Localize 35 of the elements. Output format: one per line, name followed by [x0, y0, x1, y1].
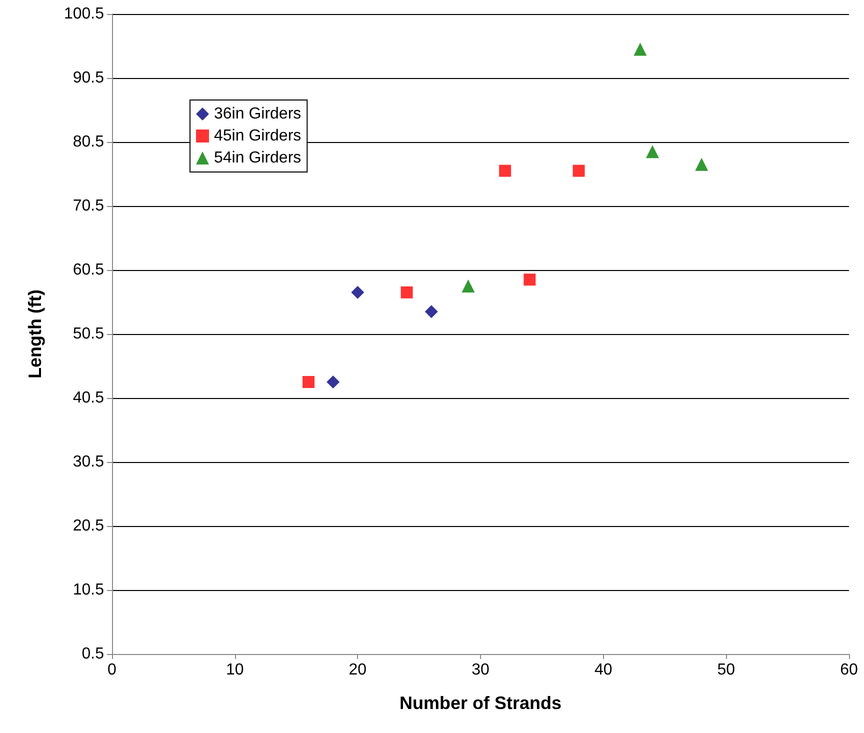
point: [302, 376, 315, 388]
x-tick-label: 10: [226, 662, 244, 678]
point: [524, 274, 536, 286]
x-tick-label: 40: [594, 662, 612, 678]
point: [634, 42, 647, 56]
y-tick-label: 40.5: [72, 390, 104, 406]
point: [351, 286, 364, 299]
y-tick-label: 80.5: [72, 134, 104, 150]
point: [462, 280, 475, 292]
y-tick-label: 70.5: [72, 198, 104, 214]
y-tick-label: 10.5: [72, 582, 104, 598]
point: [646, 145, 659, 158]
legend-label: 54in Girders: [214, 150, 302, 166]
x-tick-label: 30: [472, 662, 490, 678]
x-tick-label: 60: [840, 662, 858, 678]
y-tick-label: 60.5: [72, 262, 104, 278]
x-tick-label: 0: [108, 662, 117, 678]
point: [424, 305, 438, 318]
legend-label: 45in Girders: [214, 128, 302, 144]
point: [326, 376, 340, 388]
y-tick-label: 0.5: [82, 646, 104, 662]
y-tick-label: 100.5: [64, 6, 104, 22]
x-axis-title: Number of Strands: [399, 693, 562, 713]
point: [695, 158, 708, 171]
y-axis-title: Length (ft): [25, 290, 45, 378]
point: [499, 164, 512, 177]
x-tick-label: 20: [348, 662, 367, 678]
y-tick-label: 90.5: [72, 70, 104, 86]
point: [400, 286, 413, 298]
x-tick-label: 50: [717, 662, 736, 678]
point: [572, 164, 585, 177]
y-tick-label: 20.5: [72, 518, 104, 534]
legend-label: 36in Girders: [214, 106, 302, 122]
y-tick-label: 30.5: [72, 454, 104, 470]
y-tick-label: 50.5: [72, 326, 104, 342]
